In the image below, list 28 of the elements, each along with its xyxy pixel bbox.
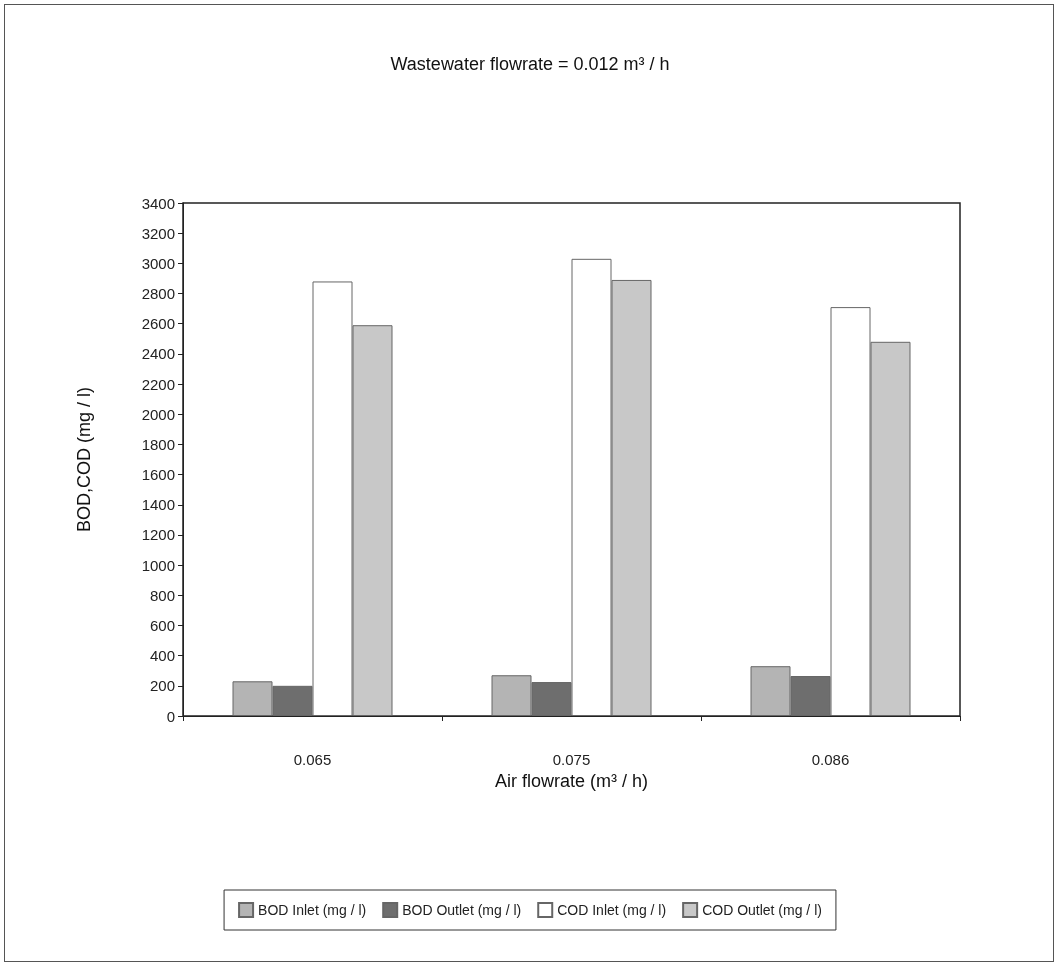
y-tick-label: 2000: [141, 405, 175, 423]
y-axis-title: BOD,COD (mg / l): [74, 386, 94, 533]
y-tick-label: 1400: [141, 496, 175, 514]
y-tick-label: 1800: [141, 435, 175, 453]
y-tick-label: 2400: [141, 345, 175, 363]
y-tick-label: 0: [166, 707, 175, 725]
y-tick-label: 2600: [141, 315, 175, 333]
x-tick-label: 0.086: [811, 751, 850, 768]
x-tick-label: 0.075: [552, 751, 591, 768]
legend-label: COD Outlet (mg / l): [702, 902, 822, 918]
y-tick-label: 800: [149, 586, 175, 604]
y-tick-label: 3000: [141, 254, 175, 272]
y-tick-label: 600: [149, 616, 175, 634]
y-tick-label: 1000: [141, 556, 175, 574]
y-tick-label: 3200: [141, 224, 175, 242]
y-tick-label: 400: [149, 647, 175, 665]
x-tick-label: 0.065: [293, 751, 332, 768]
y-tick-label: 2200: [141, 375, 175, 393]
y-tick-label: 1600: [141, 466, 175, 484]
legend-label: BOD Inlet (mg / l): [258, 902, 367, 918]
y-tick-label: 2800: [141, 285, 175, 303]
y-tick-label: 1200: [141, 526, 175, 544]
y-tick-label: 200: [149, 677, 175, 695]
x-axis-title: Air flowrate (m³ / h): [494, 770, 649, 791]
legend-label: COD Inlet (mg / l): [557, 902, 667, 918]
chart-title: Wastewater flowrate = 0.012 m³ / h: [390, 54, 670, 74]
y-tick-label: 3400: [141, 194, 175, 212]
legend-label: BOD Outlet (mg / l): [402, 902, 522, 918]
